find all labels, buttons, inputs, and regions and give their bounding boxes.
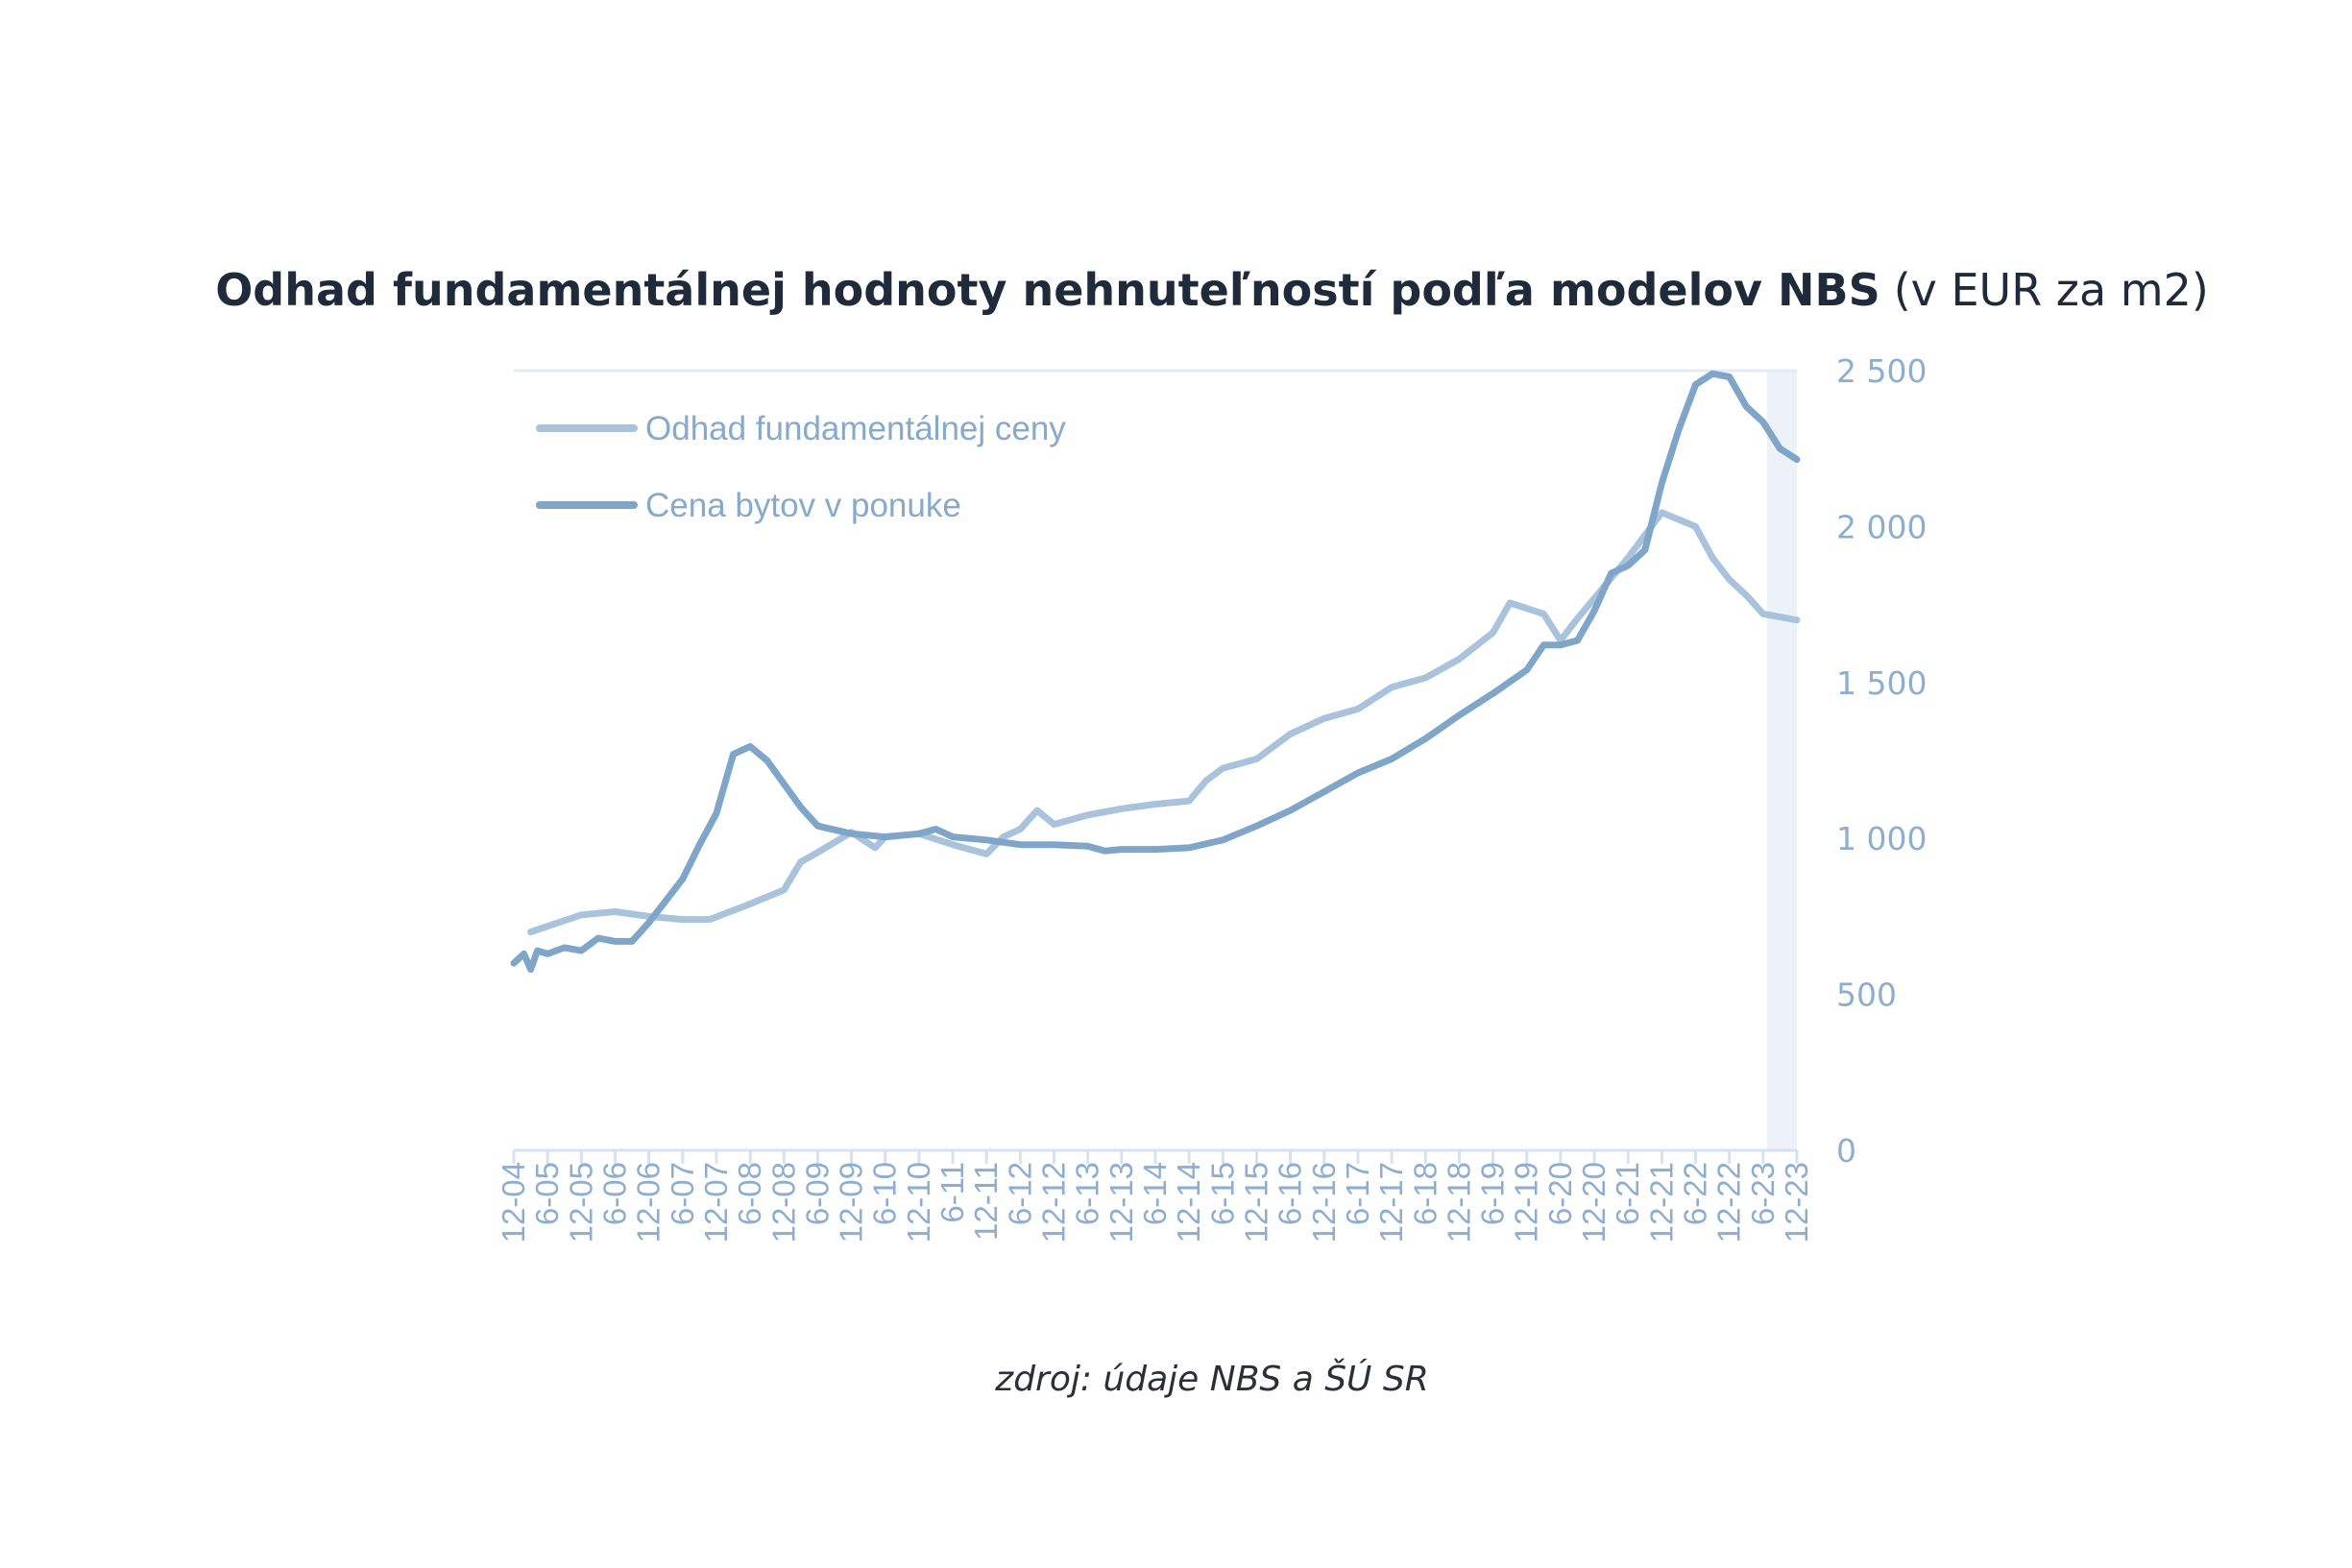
x-tick-label: 12-07 xyxy=(698,1162,734,1242)
x-tick-label: 6-21 xyxy=(1610,1162,1645,1225)
x-tick-label: 6-18 xyxy=(1407,1162,1443,1225)
x-tick-label: 12-04 xyxy=(496,1162,531,1242)
x-tick-label: 6-17 xyxy=(1340,1162,1375,1225)
x-tick-label: 6-09 xyxy=(799,1162,835,1225)
legend-label-offer: Cena bytov v ponuke xyxy=(645,487,961,524)
x-tick-label: 12-10 xyxy=(901,1162,936,1242)
y-tick-label: 1 500 xyxy=(1836,664,1927,702)
x-tick-label: 12-06 xyxy=(631,1162,667,1242)
x-tick-label: 12-15 xyxy=(1238,1162,1273,1242)
x-axis: 12-046-0512-056-0612-066-0712-076-0812-0… xyxy=(496,1150,1814,1242)
x-tick-label: 6-10 xyxy=(867,1162,903,1225)
x-tick-label: 12-11 xyxy=(968,1162,1004,1241)
x-tick-label: 12-12 xyxy=(1036,1162,1072,1242)
x-tick-label: 12-16 xyxy=(1306,1162,1342,1242)
x-tick-label: 6-06 xyxy=(596,1162,632,1225)
x-tick-label: 12-09 xyxy=(834,1162,869,1242)
x-tick-label: 6-23 xyxy=(1745,1162,1781,1225)
legend-label-fundamental: Odhad fundamentálnej ceny xyxy=(645,410,1066,447)
x-tick-label: 12-18 xyxy=(1441,1162,1476,1242)
x-tick-label: 6-20 xyxy=(1542,1162,1578,1225)
x-tick-label: 6-07 xyxy=(665,1162,700,1225)
x-tick-label: 12-17 xyxy=(1373,1162,1409,1242)
y-tick-label: 500 xyxy=(1836,977,1897,1014)
x-tick-label: 12-14 xyxy=(1171,1162,1206,1242)
series-line-offer-price xyxy=(510,370,1801,974)
x-tick-label: 6-11 xyxy=(934,1162,970,1223)
x-tick-label: 12-08 xyxy=(765,1162,801,1242)
x-tick-label: 6-16 xyxy=(1273,1162,1308,1225)
x-tick-label: 6-08 xyxy=(732,1162,767,1225)
y-axis: 0 500 1 000 1 500 2 000 2 500 xyxy=(1836,352,1927,1170)
x-tick-label: 12-13 xyxy=(1103,1162,1139,1242)
x-tick-label: 6-05 xyxy=(529,1162,565,1225)
legend: Odhad fundamentálnej ceny Cena bytov v p… xyxy=(536,410,1066,524)
x-tick-label: 6-13 xyxy=(1070,1162,1105,1225)
x-tick-label: 12-19 xyxy=(1509,1162,1544,1242)
y-tick-label: 2 000 xyxy=(1836,508,1927,545)
y-tick-label: 0 xyxy=(1836,1132,1856,1170)
chart-title-unit: (v EUR za m2) xyxy=(1894,264,2209,316)
x-tick-label: 12-20 xyxy=(1576,1162,1612,1242)
x-tick-label: 12-21 xyxy=(1643,1162,1679,1242)
x-tick-label: 6-22 xyxy=(1678,1162,1713,1225)
x-tick-label: 6-15 xyxy=(1204,1162,1240,1225)
chart-title: Odhad fundamentálnej hodnoty nehnuteľnos… xyxy=(215,264,2209,316)
source-note: zdroj: údaje NBS a ŠÚ SR xyxy=(994,1359,1428,1399)
chart-title-bold: Odhad fundamentálnej hodnoty nehnuteľnos… xyxy=(215,264,1880,316)
x-tick-label: 12-22 xyxy=(1711,1162,1747,1242)
x-tick-label: 12-05 xyxy=(563,1162,598,1242)
forecast-shading xyxy=(1767,371,1797,1150)
x-tick-label: 6-19 xyxy=(1475,1162,1511,1225)
y-tick-label: 1 000 xyxy=(1836,820,1927,857)
series-lines xyxy=(510,370,1801,974)
x-tick-label: 12-23 xyxy=(1779,1162,1814,1242)
y-tick-label: 2 500 xyxy=(1836,352,1927,390)
x-tick-label: 6-12 xyxy=(1002,1162,1037,1225)
x-tick-label: 6-14 xyxy=(1137,1162,1173,1225)
